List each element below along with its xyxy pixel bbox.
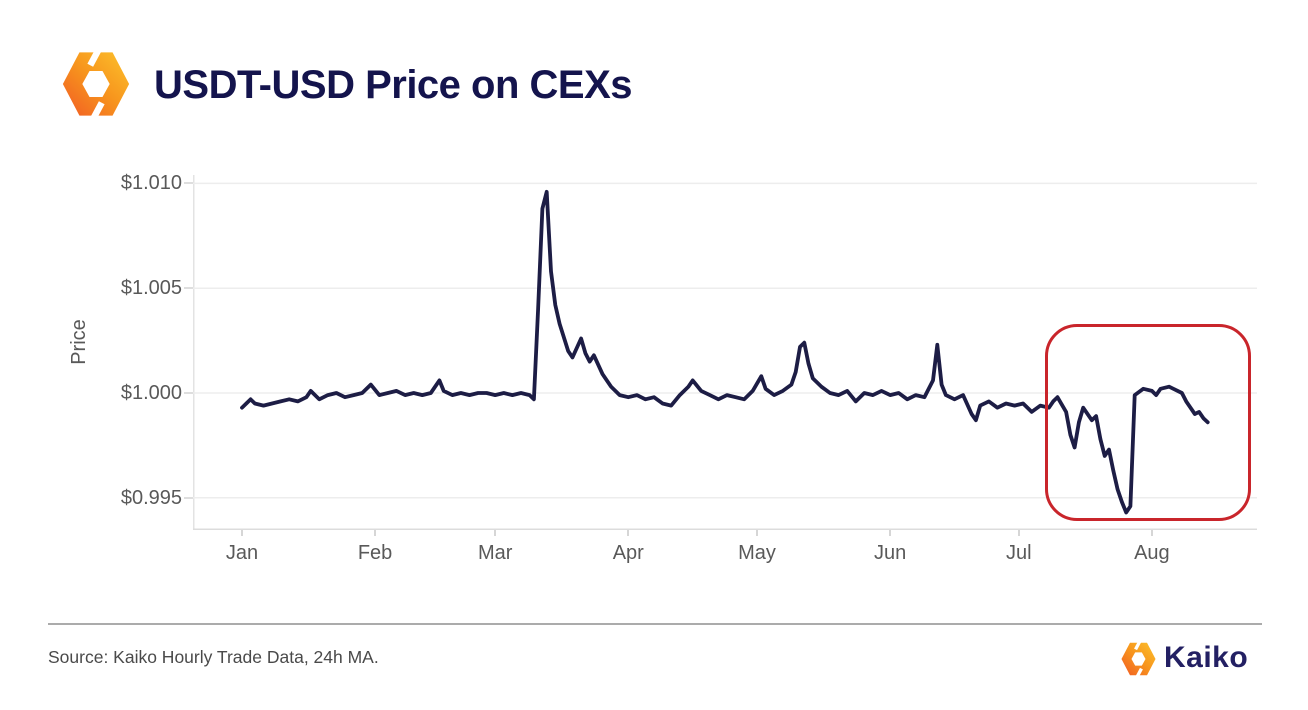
price-line — [240, 189, 1210, 515]
plot-area — [193, 175, 1257, 530]
kaiko-logo-icon — [62, 45, 130, 123]
price-chart: Price $1.010 $1.005 $1.000 $0.995 Jan Feb Mar A… — [68, 172, 1257, 564]
highlight-box — [1044, 323, 1251, 521]
y-tick-label: $1.010 — [120, 172, 182, 195]
x-tick-label: Apr — [612, 542, 644, 564]
y-tick-mark — [184, 287, 193, 290]
y-tick-mark — [184, 496, 193, 499]
x-tick-mark — [756, 530, 759, 536]
x-tick-mark — [889, 530, 892, 536]
y-tick-mark — [184, 392, 193, 394]
y-tick-label: $1.000 — [120, 382, 182, 404]
x-tick-label: Mar — [477, 542, 513, 564]
source-note: Source: Kaiko Hourly Trade Data, 24h MA. — [48, 647, 379, 667]
x-tick-mark — [1150, 530, 1153, 536]
x-tick-mark — [241, 530, 243, 536]
x-tick-mark — [374, 530, 377, 536]
x-tick-label: May — [738, 542, 776, 564]
y-tick-mark — [184, 182, 193, 185]
x-tick-label: Aug — [1134, 542, 1170, 564]
y-tick-label: $1.005 — [120, 277, 182, 300]
x-tick-label: Feb — [357, 542, 393, 564]
footer-divider — [48, 623, 1262, 625]
x-tick-mark — [1017, 530, 1020, 536]
x-tick-label: Jan — [225, 542, 259, 564]
x-tick-mark — [494, 530, 497, 536]
x-tick-label: Jul — [1006, 542, 1032, 564]
kaiko-footer-logo-icon — [1121, 639, 1156, 679]
kaiko-wordmark: Kaiko — [1164, 641, 1249, 674]
y-axis-title: Price — [68, 319, 90, 365]
y-tick-label: $0.995 — [120, 486, 182, 509]
x-tick-label: Jun — [873, 542, 907, 564]
page-title: USDT-USD Price on CEXs — [154, 63, 633, 107]
x-tick-mark — [627, 530, 630, 536]
